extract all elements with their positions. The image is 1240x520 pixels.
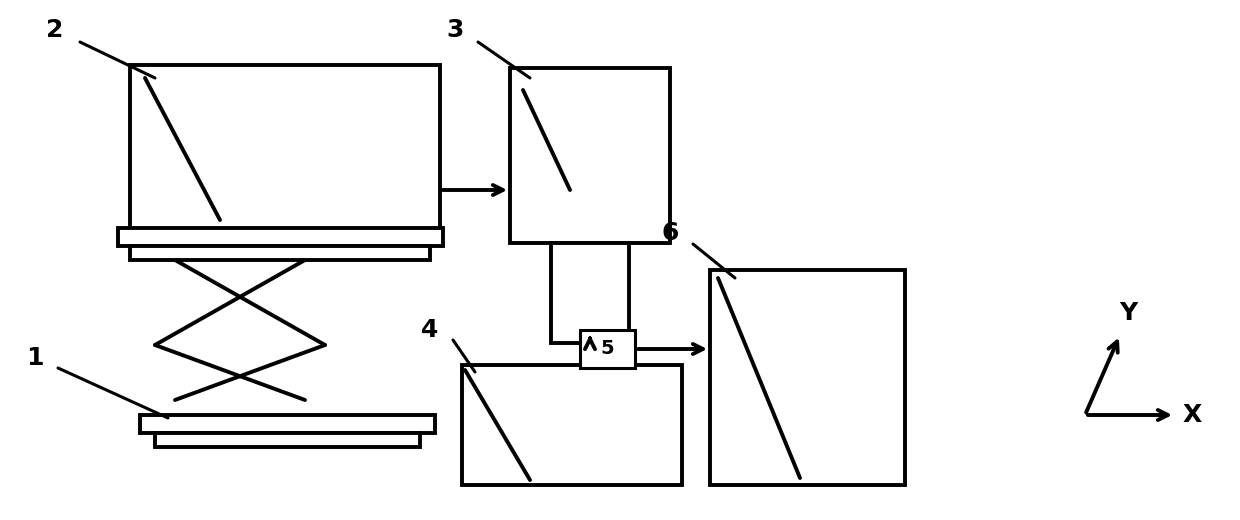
Bar <box>551 243 629 343</box>
Bar <box>130 65 440 230</box>
Text: X: X <box>1183 403 1203 427</box>
Bar <box>130 246 430 260</box>
Text: 1: 1 <box>26 346 43 370</box>
Bar <box>580 330 635 368</box>
Text: 6: 6 <box>661 221 678 245</box>
Bar <box>711 270 905 485</box>
Text: 2: 2 <box>46 18 63 42</box>
Text: 3: 3 <box>446 18 464 42</box>
Bar <box>118 228 443 246</box>
Text: 5: 5 <box>600 340 614 358</box>
Text: Y: Y <box>1118 301 1137 325</box>
Bar <box>155 433 420 447</box>
Bar <box>463 365 682 485</box>
Bar <box>510 68 670 243</box>
Bar <box>140 415 435 433</box>
Text: 4: 4 <box>422 318 439 342</box>
